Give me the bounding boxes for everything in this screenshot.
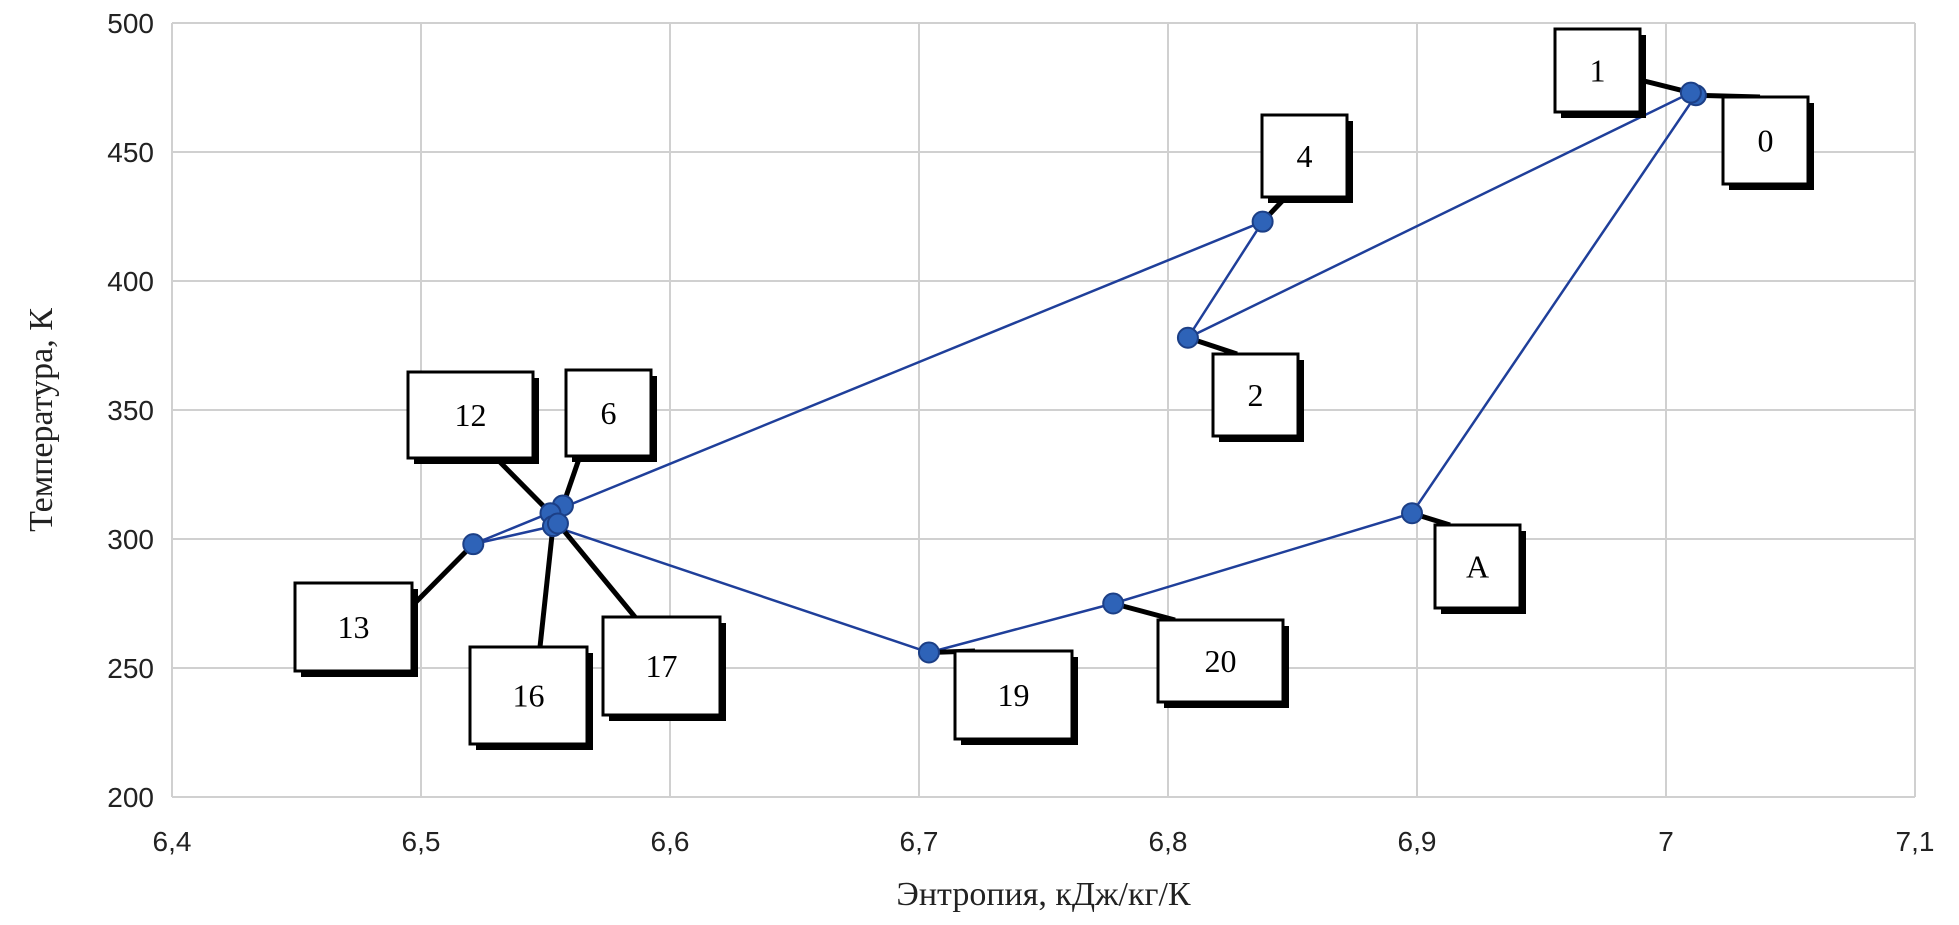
- point-label: 2: [1248, 377, 1264, 413]
- x-tick-label: 7,1: [1896, 826, 1935, 857]
- y-tick-label: 200: [107, 782, 154, 813]
- x-tick-label: 6,7: [900, 826, 939, 857]
- point-1: [1679, 81, 1702, 104]
- y-tick-label: 450: [107, 137, 154, 168]
- callout-20: 20: [1112, 601, 1289, 708]
- callout-box: [601, 615, 722, 717]
- point-label: 16: [513, 678, 545, 714]
- point-13: [462, 533, 485, 556]
- callout-box: [953, 649, 1074, 741]
- point-label: 20: [1205, 643, 1237, 679]
- callout-box: [1721, 95, 1810, 186]
- callout-13: 13: [293, 542, 476, 677]
- point-19: [917, 641, 940, 664]
- callout-box: [468, 645, 589, 746]
- point-label: 1: [1590, 53, 1606, 89]
- callout-box: [1156, 618, 1285, 704]
- x-tick-label: 6,5: [402, 826, 441, 857]
- x-tick-label: 6,4: [153, 826, 192, 857]
- point-label: 19: [998, 677, 1030, 713]
- callout-box: [1553, 27, 1642, 114]
- callout-box: [406, 370, 535, 460]
- point-2: [1176, 326, 1199, 349]
- callout-0: 0: [1695, 92, 1814, 190]
- y-axis-title: Температура, К: [23, 308, 60, 532]
- callout-box: [564, 368, 653, 458]
- y-tick-label: 300: [107, 524, 154, 555]
- point-label: 13: [338, 609, 370, 645]
- y-tick-label: 250: [107, 653, 154, 684]
- callout-19: 19: [928, 648, 1078, 745]
- callout-pointer: [410, 542, 476, 608]
- callout-2: 2: [1187, 335, 1304, 442]
- y-tick-label: 350: [107, 395, 154, 426]
- point-label: 6: [601, 395, 617, 431]
- point-label: 12: [455, 397, 487, 433]
- callout-box: [1260, 113, 1349, 199]
- callout-pointer: [494, 456, 553, 515]
- callout-17: 17: [556, 521, 726, 721]
- point-20: [1102, 592, 1125, 615]
- callout-6: 6: [560, 368, 657, 507]
- callout-box: [1211, 352, 1300, 438]
- point-label: A: [1466, 549, 1489, 585]
- point-4: [1251, 210, 1274, 233]
- x-tick-label: 7: [1658, 826, 1674, 857]
- callout-1: 1: [1553, 27, 1692, 118]
- callout-4: 4: [1260, 113, 1353, 224]
- point-17: [546, 512, 569, 535]
- y-tick-label: 500: [107, 8, 154, 39]
- x-tick-label: 6,9: [1398, 826, 1437, 857]
- callout-12: 12: [406, 370, 553, 515]
- callout-box: [293, 581, 414, 673]
- point-label: 17: [646, 648, 678, 684]
- data-points: [462, 81, 1707, 664]
- x-axis-title: Энтропия, кДж/кг/К: [896, 876, 1191, 913]
- y-tick-label: 400: [107, 266, 154, 297]
- x-tick-label: 6,6: [651, 826, 690, 857]
- callout-pointer: [556, 521, 637, 619]
- callout-A: A: [1411, 510, 1526, 614]
- callout-16: 16: [468, 525, 593, 750]
- point-A: [1401, 502, 1424, 525]
- callout-box: [1433, 523, 1522, 610]
- callout-pointer: [537, 525, 556, 648]
- axis-ticks: 6,4 6,5 6,6 6,7 6,8 6,9 7 7,1200250300350400450…: [107, 8, 1934, 857]
- x-tick-label: 6,8: [1149, 826, 1188, 857]
- point-label: 0: [1758, 123, 1774, 159]
- point-label: 4: [1297, 138, 1313, 174]
